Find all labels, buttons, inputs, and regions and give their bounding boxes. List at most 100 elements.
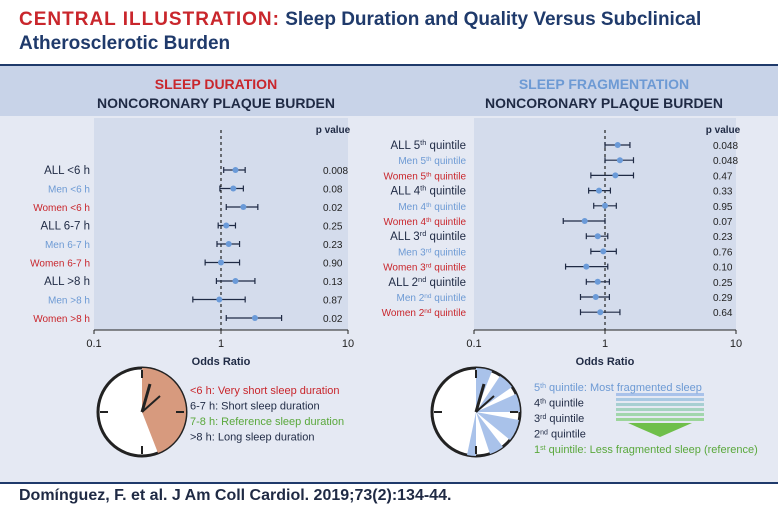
row-label: Women 5th quintile: [383, 171, 466, 183]
title-line2: Atherosclerotic Burden: [19, 33, 231, 54]
p-value: 0.47: [713, 171, 733, 182]
row-label: Men 5th quintile: [398, 156, 466, 168]
fragmentation-legend-item: 1st quintile: Less fragmented sleep (ref…: [534, 444, 758, 456]
duration-heading: SLEEP DURATION: [155, 76, 277, 92]
fragmentation-clock: [430, 366, 522, 458]
odds-ratio-point: [594, 233, 601, 240]
duration-legend-item: 7-8 h: Reference sleep duration: [190, 416, 344, 428]
odds-ratio-point: [594, 278, 601, 285]
duration-forest-plot: 0.1 1 10 Odds Ratio p value ALL <6 h 0.008 Men …: [30, 125, 354, 368]
x-tick-label: 1: [602, 338, 608, 350]
row-label: ALL 4th quintile: [390, 183, 466, 198]
clock-hand-minute-2: [475, 395, 495, 413]
odds-ratio-point: [240, 204, 247, 210]
title-rest: Sleep Duration and Quality Versus Subcli…: [279, 9, 702, 30]
row-label: ALL 2nd quintile: [388, 274, 466, 289]
duration-legend-item: >8 h: Long sleep duration: [190, 432, 314, 444]
p-value: 0.90: [323, 259, 343, 270]
clock-hand-minute: [141, 395, 161, 413]
odds-ratio-point: [223, 222, 230, 229]
odds-ratio-point: [602, 202, 608, 209]
p-value: 0.23: [323, 240, 343, 251]
odds-ratio-point: [251, 315, 258, 321]
row-label: Women >8 h: [33, 314, 90, 325]
row-label: Men 6-7 h: [45, 240, 90, 251]
p-value: 0.02: [323, 203, 343, 214]
clock-hand-hour-2: [474, 383, 486, 413]
odds-ratio-point: [592, 294, 599, 300]
x-tick-label: 1: [218, 338, 224, 350]
odds-ratio-point: [616, 157, 623, 164]
odds-ratio-point: [225, 241, 232, 247]
p-value: 0.76: [713, 247, 733, 258]
odds-ratio-point: [596, 187, 603, 194]
clock-ticks: [100, 370, 184, 454]
odds-ratio-point: [216, 296, 223, 303]
x-tick-label: 10: [730, 338, 742, 350]
duration-legend: <6 h: Very short sleep duration 6-7 h: Sh…: [190, 385, 344, 444]
pvalue-header: p value: [706, 125, 741, 136]
p-value: 0.048: [713, 141, 738, 152]
fragmentation-legend-item: 2nd quintile: [534, 429, 586, 441]
short-sleep-wedge: [142, 367, 187, 453]
x-tick-label: 10: [342, 338, 354, 350]
fragmentation-legend-item: 4th quintile: [534, 398, 584, 410]
pvalue-header: p value: [316, 125, 351, 136]
odds-ratio-point: [581, 218, 588, 224]
x-axis-label: Odds Ratio: [192, 356, 251, 368]
row-label: Men >8 h: [48, 296, 90, 307]
p-value: 0.87: [323, 296, 343, 307]
p-value: 0.25: [713, 278, 733, 289]
x-axis-label: Odds Ratio: [576, 356, 635, 368]
odds-ratio-point: [232, 278, 239, 284]
duration-legend-item: <6 h: Very short sleep duration: [190, 385, 340, 397]
odds-ratio-point: [583, 263, 590, 270]
x-tick-label: 0.1: [466, 338, 481, 350]
x-tick-label: 0.1: [86, 338, 101, 350]
row-label: Women <6 h: [33, 203, 90, 214]
row-label: ALL 5th quintile: [390, 138, 466, 153]
title-lead: CENTRAL ILLUSTRATION:: [19, 9, 280, 30]
odds-ratio-point: [230, 185, 237, 192]
row-label: Men <6 h: [48, 185, 90, 196]
odds-ratio-point: [597, 309, 604, 316]
row-label: ALL >8 h: [44, 276, 90, 288]
p-value: 0.29: [713, 293, 733, 304]
header-band: [0, 66, 778, 116]
fragmentation-forest-plot: 0.1 1 10 Odds Ratio p value ALL 5th quintile 0…: [382, 125, 742, 368]
fragmentation-subheading: NONCORONARY PLAQUE BURDEN: [485, 95, 723, 111]
clock-hand-hour: [140, 383, 152, 413]
p-value: 0.07: [713, 217, 733, 228]
p-value: 0.64: [713, 308, 733, 319]
row-label: Women 4th quintile: [383, 217, 466, 229]
row-label: Women 6-7 h: [30, 259, 90, 270]
p-value: 0.10: [713, 263, 733, 274]
row-label: Men 4th quintile: [398, 201, 466, 213]
duration-subheading: NONCORONARY PLAQUE BURDEN: [97, 95, 335, 111]
p-value: 0.08: [323, 185, 343, 196]
fragmentation-legend-item: 5th quintile: Most fragmented sleep: [534, 382, 702, 394]
odds-ratio-point: [600, 248, 607, 255]
p-value: 0.008: [323, 166, 348, 177]
row-label: Women 3rd quintile: [383, 262, 466, 274]
p-value: 0.33: [713, 187, 733, 198]
odds-ratio-point: [614, 142, 621, 148]
odds-ratio-point: [218, 259, 224, 266]
odds-ratio-point: [612, 172, 619, 179]
p-value: 0.13: [323, 277, 343, 288]
fragmentation-gradient: [616, 393, 704, 437]
citation: Domínguez, F. et al. J Am Coll Cardiol. …: [19, 487, 452, 504]
odds-ratio-point: [232, 167, 239, 173]
row-label: ALL 3rd quintile: [390, 229, 466, 244]
row-label: Men 2nd quintile: [397, 293, 467, 305]
p-value: 0.25: [323, 222, 343, 233]
duration-legend-item: 6-7 h: Short sleep duration: [190, 401, 320, 413]
row-label: ALL 6-7 h: [41, 221, 90, 233]
p-value: 0.95: [713, 202, 733, 213]
duration-clock: [96, 366, 188, 458]
fragmentation-legend: 5th quintile: Most fragmented sleep 4th q…: [534, 382, 758, 456]
figure-title: CENTRAL ILLUSTRATION: Sleep Duration and…: [19, 8, 759, 56]
fragmentation-heading: SLEEP FRAGMENTATION: [519, 76, 689, 92]
p-value: 0.23: [713, 232, 733, 243]
